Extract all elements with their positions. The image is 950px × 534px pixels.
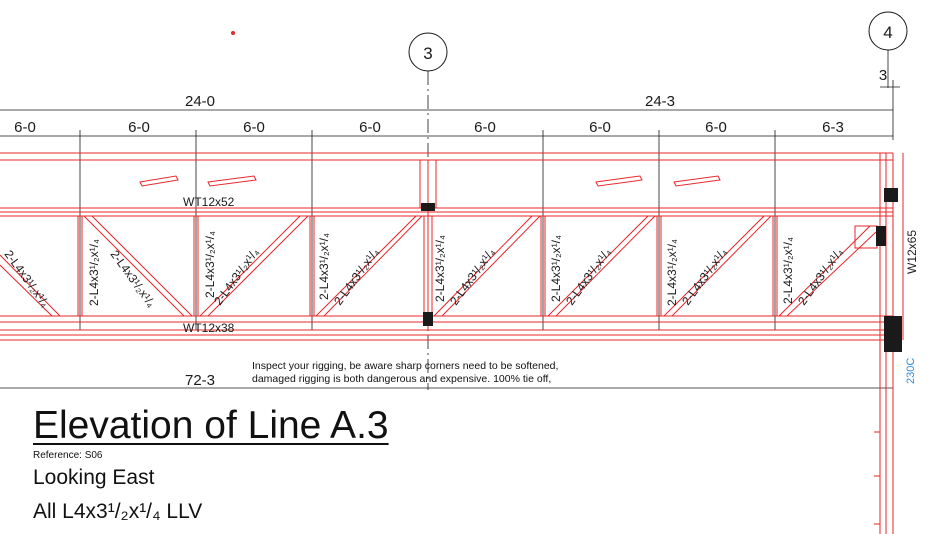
vert-label-2: 2-L4x3¹/₂x¹/₄ <box>203 231 217 298</box>
panel-dim-7: 6-0 <box>705 119 727 136</box>
truss-steel <box>0 152 904 534</box>
drawing-reference: Reference: S06 <box>33 450 103 461</box>
dimension-lines <box>0 80 900 389</box>
panel-dim-4: 6-0 <box>359 119 381 136</box>
vert-label-3: 2-L4x3¹/₂x¹/₄ <box>317 233 331 300</box>
top-chord-label: WT12x52 <box>183 195 235 209</box>
vert-label-5: 2-L4x3¹/₂x¹/₄ <box>549 235 563 302</box>
panel-dim-6: 6-0 <box>589 119 611 136</box>
bottom-chord-label: WT12x38 <box>183 321 235 335</box>
diag-label-5: 2-L4x3¹/₂x¹/₄ <box>447 245 498 307</box>
grid-bubble-4: 4 <box>868 11 908 88</box>
column-mark: 230C <box>905 358 917 384</box>
vert-label-4: 2-L4x3¹/₂x¹/₄ <box>433 235 447 302</box>
vert-label-1: 2-L4x3¹/₂x¹/₄ <box>87 239 101 306</box>
dim-total: 72-3 <box>185 372 215 389</box>
panel-dim-2: 6-0 <box>128 119 150 136</box>
column-label: W12x65 <box>905 230 919 274</box>
grid-label-4: 4 <box>883 23 892 42</box>
dim-right-span: 24-3 <box>645 93 675 110</box>
panel-dim-3: 6-0 <box>243 119 265 136</box>
diag-label-7: 2-L4x3¹/₂x¹/₄ <box>679 245 730 307</box>
dim-left-span: 24-0 <box>185 93 215 110</box>
diag-label-3: 2-L4x3¹/₂x¹/₄ <box>211 245 262 307</box>
dim-edge-offset: 3 <box>879 67 887 84</box>
diag-label-8: 2-L4x3¹/₂x¹/₄ <box>795 245 846 307</box>
panel-dim-5: 6-0 <box>474 119 496 136</box>
diag-label-4: 2-L4x3¹/₂x¹/₄ <box>331 245 382 307</box>
diag-label-6: 2-L4x3¹/₂x¹/₄ <box>563 245 614 307</box>
marker-dot <box>231 31 235 35</box>
panel-dim-1: 6-0 <box>14 119 36 136</box>
connection-plates <box>421 188 902 352</box>
grid-label-3: 3 <box>423 44 432 63</box>
rigging-note-line-1: Inspect your rigging, be aware sharp cor… <box>252 360 558 372</box>
column-ticks <box>874 431 880 525</box>
view-direction: Looking East <box>33 466 155 489</box>
rigging-note-line-2: damaged rigging is both dangerous and ex… <box>252 373 551 385</box>
angle-note: All L4x3¹/₂x¹/₄ LLV <box>33 500 203 523</box>
grid-bubble-3: 3 <box>408 32 448 390</box>
panel-dim-8: 6-3 <box>822 119 844 136</box>
vert-label-7: 2-L4x3¹/₂x¹/₄ <box>781 237 795 304</box>
vert-label-6: 2-L4x3¹/₂x¹/₄ <box>665 239 679 306</box>
drawing-title: Elevation of Line A.3 <box>33 404 389 447</box>
diag-label-1: 2-L4x3¹/₂x¹/₄ <box>2 248 53 310</box>
